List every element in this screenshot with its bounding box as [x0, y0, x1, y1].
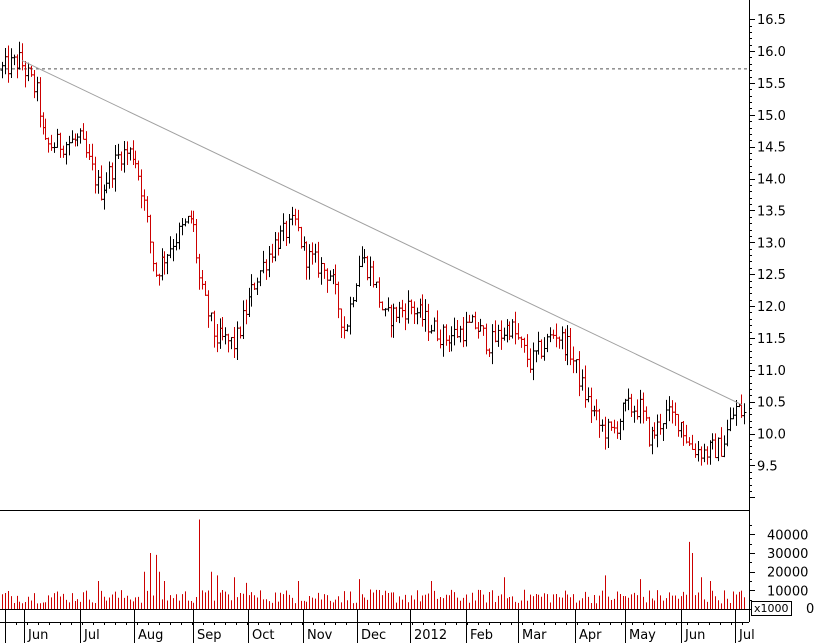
chart-frame [0, 0, 750, 622]
price-tick-label: 16.0 [757, 45, 786, 60]
month-label: 2012 [414, 628, 447, 643]
unit-label-box [751, 601, 792, 616]
month-label: Feb [470, 628, 493, 643]
time-x-axis: Jun Jul Aug Sep Oct Nov Dec 2012 Feb Mar Apr May Jun… [0, 609, 755, 643]
month-label: Aug [138, 628, 163, 643]
unit-label: x1000 [754, 602, 789, 615]
ohlc-bar [742, 403, 747, 425]
month-label: Jun [27, 628, 48, 643]
month-label: Jul [83, 628, 100, 643]
price-tick-label: 13.5 [757, 204, 786, 219]
trendline [21, 60, 743, 406]
price-tick-label: 12.5 [757, 268, 786, 283]
price-tick-label: 13.0 [757, 236, 786, 251]
month-label: Sep [197, 628, 222, 643]
price-tick-label: 14.5 [757, 141, 786, 156]
month-label: Oct [252, 628, 274, 643]
price-tick-label: 11.5 [757, 332, 786, 347]
volume-tick-label: 30000 [767, 547, 808, 562]
volume-y-axis: 0 10000 20000 30000 40000 x1000 [749, 525, 814, 617]
volume-tick-label: 40000 [767, 528, 808, 543]
volume-tick-label: 20000 [767, 566, 808, 581]
month-label: Nov [307, 628, 333, 643]
volume-panel [2, 519, 745, 609]
price-tick-label: 9.5 [757, 459, 778, 474]
price-tick-label: 15.0 [757, 109, 786, 124]
volume-tick-label: 0 [806, 602, 814, 617]
price-tick-label: 11.0 [757, 364, 786, 379]
price-tick-label: 14.0 [757, 173, 786, 188]
price-tick-label: 10.5 [757, 396, 786, 411]
price-tick-label: 10.0 [757, 428, 786, 443]
price-tick-label: 16.5 [757, 13, 786, 28]
month-label: Dec [361, 628, 386, 643]
price-tick-label: 15.5 [757, 77, 786, 92]
month-label: Mar [522, 628, 547, 643]
month-label: May [629, 628, 656, 643]
month-label: Apr [579, 628, 602, 643]
price-tick-label: 12.0 [757, 300, 786, 315]
volume-tick-label: 10000 [767, 584, 808, 599]
month-label: Jun [684, 628, 705, 643]
price-panel [0, 41, 749, 466]
month-label: Jul [738, 628, 755, 643]
price-y-axis: 9.5 10.0 10.5 11.0 11.5 12.0 12.5 13.0 13.5 14.0 1… [749, 13, 786, 498]
